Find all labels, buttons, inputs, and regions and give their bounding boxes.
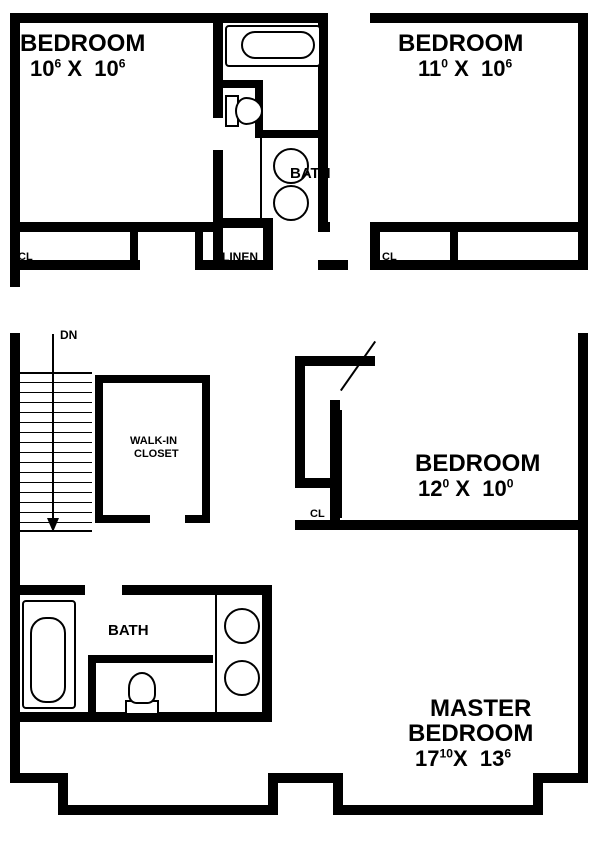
cl-label-3: CL — [310, 508, 325, 520]
wall — [318, 222, 330, 232]
wall — [370, 13, 588, 23]
closet-door-line — [340, 410, 342, 518]
wall — [58, 805, 278, 815]
wall — [10, 585, 85, 595]
wall — [370, 260, 588, 270]
wall — [185, 515, 210, 523]
wall — [268, 773, 343, 783]
linen-label: LINEN — [222, 250, 258, 264]
wall — [130, 230, 138, 268]
wall — [88, 655, 213, 663]
wall — [195, 230, 203, 268]
wall — [318, 260, 348, 270]
bath-bot-label: BATH — [108, 622, 149, 639]
wall-line — [260, 138, 262, 220]
wall — [330, 400, 340, 530]
walk-in-line1: WALK-IN — [130, 435, 177, 447]
bedroom-r-dim: 120 X 100 — [418, 476, 513, 502]
cl-label-1: CL — [18, 251, 33, 263]
toilet-bowl — [128, 672, 156, 704]
stair-arrow — [46, 334, 60, 534]
wall — [95, 375, 103, 523]
tub-bot — [22, 600, 76, 709]
sink-bot-1 — [224, 608, 260, 644]
master-title: MASTER — [430, 695, 531, 723]
wall — [333, 805, 543, 815]
wall — [10, 13, 210, 23]
wall — [370, 222, 380, 270]
tub-inner — [30, 617, 66, 703]
closet-door-line — [460, 230, 580, 232]
bedroom-tr-title: BEDROOM — [398, 30, 523, 58]
tub-top — [225, 25, 321, 67]
floorplan-diagram: BEDROOM 106 X 106 BEDROOM 110 X 106 BEDR… — [0, 0, 600, 847]
walk-in-line2: CLOSET — [134, 448, 179, 460]
wall — [450, 230, 458, 268]
bedroom-tr-dim: 110 X 106 — [418, 56, 512, 82]
bath-top-label: BATH — [290, 165, 331, 182]
wall-line — [215, 593, 217, 715]
master-dim: 1710X 136 — [415, 746, 511, 772]
sink-bot-2 — [224, 660, 260, 696]
master-sub: BEDROOM — [408, 720, 533, 748]
closet-door-line — [380, 230, 450, 232]
wall — [210, 13, 325, 23]
sink-top-2 — [273, 185, 309, 221]
wall — [262, 585, 272, 720]
wall — [202, 375, 210, 523]
wall — [295, 356, 305, 486]
wall — [95, 375, 210, 383]
wall — [578, 333, 588, 783]
wall — [213, 13, 223, 118]
bedroom-r-title: BEDROOM — [415, 450, 540, 478]
dn-label: DN — [60, 328, 77, 342]
wall — [255, 130, 325, 138]
tub-inner — [241, 31, 315, 59]
wall — [88, 660, 96, 718]
bedroom-tl-dim: 106 X 106 — [30, 56, 125, 82]
wall — [533, 773, 588, 783]
bedroom-tl-title: BEDROOM — [20, 30, 145, 58]
closet-door-line — [40, 230, 125, 232]
wall — [95, 515, 150, 523]
wall — [122, 585, 272, 595]
cl-label-2: CL — [382, 251, 397, 263]
